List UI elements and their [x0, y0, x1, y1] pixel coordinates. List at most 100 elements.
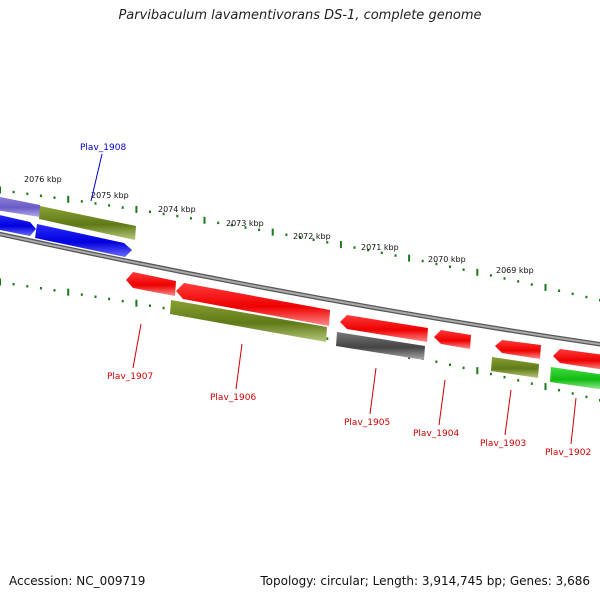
minor-tick [367, 248, 370, 252]
minor-tick [503, 277, 506, 280]
minor-tick [94, 202, 97, 205]
minor-tick [176, 214, 179, 218]
gene-label-plav-1905[interactable]: Plav_1905 [344, 418, 390, 428]
minor-tick [149, 210, 151, 213]
major-tick [67, 288, 70, 296]
gene-feature-plav-1907[interactable] [126, 272, 176, 296]
label-leader-lines [90, 153, 577, 445]
gene-label-plav-1907[interactable]: Plav_1907 [107, 372, 153, 382]
minor-tick [530, 382, 533, 385]
minor-tick [489, 372, 492, 376]
gene-label-plav-1906[interactable]: Plav_1906 [210, 393, 256, 403]
gene-feature-plav-1902-red[interactable] [553, 349, 600, 370]
tick-label: 2074 kbp [158, 205, 196, 214]
minor-tick [503, 375, 506, 379]
minor-tick [108, 204, 111, 207]
minor-tick [53, 196, 56, 199]
major-tick [135, 205, 138, 213]
minor-tick [121, 299, 124, 303]
gene-labels: Plav_1908 Plav_1907 Plav_1906 Plav_1905 … [80, 143, 591, 458]
minor-tick [571, 392, 574, 395]
accession-text: Accession: NC_009719 [9, 574, 146, 588]
minor-tick [258, 228, 261, 232]
major-tick [0, 278, 1, 286]
minor-tick [489, 274, 492, 277]
kbp-tick-labels: 2076 kbp 2075 kbp 2074 kbp 2073 kbp 2072… [24, 175, 534, 275]
gene-feature-lavender[interactable] [0, 196, 40, 217]
minor-tick [517, 280, 520, 283]
minor-tick [421, 259, 424, 263]
inner-tick-ring [0, 278, 600, 402]
gene-feature-plav-1903-olive[interactable] [491, 357, 539, 378]
major-tick [339, 241, 342, 249]
minor-tick [217, 221, 220, 225]
minor-tick [26, 192, 29, 196]
major-tick [544, 283, 547, 291]
minor-tick [162, 306, 165, 310]
minor-tick [121, 206, 124, 209]
minor-tick [26, 285, 29, 288]
reverse-strand-features [126, 272, 600, 390]
gene-feature-plav-1904[interactable] [434, 330, 471, 349]
minor-tick [558, 388, 561, 392]
gene-feature-plav-1908[interactable] [35, 224, 132, 257]
minor-tick [530, 283, 533, 286]
minor-tick [435, 262, 438, 266]
map-title: Parvibaculum lavamentivorans DS-1, compl… [118, 8, 482, 23]
outer-tick-ring [0, 186, 600, 302]
minor-tick [558, 289, 561, 292]
minor-tick [394, 254, 397, 257]
gene-feature-plav-1906-red[interactable] [176, 283, 330, 326]
minor-tick [108, 297, 111, 301]
forward-strand-features [0, 196, 136, 257]
tick-label: 2072 kbp [293, 232, 331, 241]
minor-tick [285, 233, 288, 236]
minor-tick [94, 295, 97, 298]
minor-tick [12, 283, 15, 286]
minor-tick [53, 289, 56, 292]
minor-tick [353, 246, 356, 249]
major-tick [544, 383, 547, 391]
gene-feature-blue-left[interactable] [0, 214, 36, 236]
gene-feature-plav-1905-gray[interactable] [336, 332, 425, 360]
gene-label-plav-1908[interactable]: Plav_1908 [80, 143, 126, 153]
tick-label: 2071 kbp [361, 243, 399, 252]
tick-label: 2076 kbp [24, 175, 62, 184]
minor-tick [80, 200, 83, 203]
major-tick [476, 268, 479, 276]
minor-tick [462, 366, 465, 370]
gene-feature-plav-1906-olive[interactable] [170, 300, 327, 342]
gene-label-plav-1904[interactable]: Plav_1904 [413, 429, 459, 439]
major-tick [203, 216, 206, 224]
minor-tick [39, 287, 42, 290]
minor-tick [326, 337, 329, 340]
tick-label: 2075 kbp [91, 191, 129, 200]
gene-feature-plav-1905-red[interactable] [340, 315, 428, 342]
minor-tick [80, 293, 83, 296]
minor-tick [162, 212, 165, 216]
minor-tick [12, 190, 15, 194]
gene-feature-olive[interactable] [39, 206, 136, 240]
genome-backbone [0, 231, 600, 347]
minor-tick [380, 251, 383, 255]
gene-label-plav-1902[interactable]: Plav_1902 [545, 448, 591, 458]
minor-tick [312, 238, 315, 241]
tick-label: 2070 kbp [428, 255, 466, 264]
gene-feature-plav-1902-green[interactable] [550, 367, 600, 390]
major-tick [135, 299, 138, 307]
minor-tick [449, 265, 451, 268]
minor-tick [585, 295, 588, 299]
major-tick [0, 186, 1, 194]
gene-feature-plav-1903-red[interactable] [495, 340, 541, 359]
tick-label: 2069 kbp [496, 266, 534, 275]
minor-tick [571, 292, 574, 296]
gene-label-plav-1903[interactable]: Plav_1903 [480, 439, 526, 449]
minor-tick [149, 304, 151, 307]
major-tick [271, 228, 274, 236]
minor-tick [435, 360, 438, 363]
minor-tick [449, 363, 451, 366]
minor-tick [230, 223, 233, 227]
minor-tick [326, 241, 329, 244]
minor-tick [462, 268, 465, 271]
minor-tick [189, 217, 192, 220]
